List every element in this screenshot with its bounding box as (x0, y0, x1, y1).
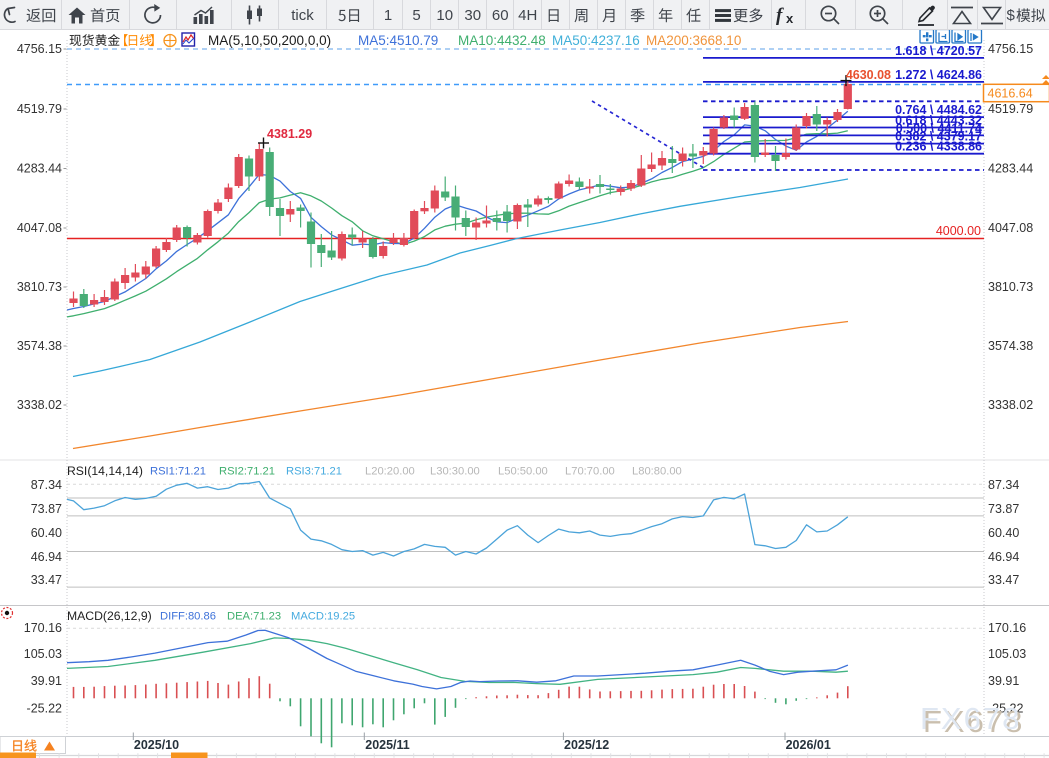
svg-text:FX678: FX678 (920, 701, 1021, 736)
svg-text:DIFF:80.86: DIFF:80.86 (160, 611, 216, 623)
svg-text:2025/11: 2025/11 (365, 738, 410, 752)
svg-text:4756.15: 4756.15 (17, 42, 62, 56)
svg-text:60.40: 60.40 (988, 526, 1019, 540)
svg-text:L30:30.00: L30:30.00 (430, 466, 480, 478)
svg-text:105.03: 105.03 (24, 647, 62, 661)
svg-text:4283.44: 4283.44 (17, 162, 62, 176)
svg-text:4381.29: 4381.29 (267, 127, 312, 141)
svg-text:0.764 \ 4484.62: 0.764 \ 4484.62 (895, 103, 982, 117)
svg-text:RSI2:71.21: RSI2:71.21 (219, 466, 275, 478)
svg-text:-25.22: -25.22 (988, 702, 1023, 716)
svg-text:170.16: 170.16 (24, 621, 62, 635)
svg-text:3338.02: 3338.02 (17, 398, 62, 412)
svg-text:RSI3:71.21: RSI3:71.21 (286, 466, 342, 478)
svg-text:33.47: 33.47 (31, 573, 62, 587)
svg-text:39.91: 39.91 (31, 674, 62, 688)
svg-text:f: f (776, 5, 784, 26)
svg-text:170.16: 170.16 (988, 621, 1026, 635)
svg-text:2025/12: 2025/12 (564, 738, 609, 752)
svg-text:L50:50.00: L50:50.00 (498, 466, 548, 478)
svg-text:33.47: 33.47 (988, 573, 1019, 587)
svg-text:RSI(14,14,14): RSI(14,14,14) (67, 464, 143, 478)
svg-text:3574.38: 3574.38 (17, 339, 62, 353)
svg-text:1.618 \ 4720.57: 1.618 \ 4720.57 (895, 44, 982, 58)
svg-text:87.34: 87.34 (988, 478, 1019, 492)
svg-text:2026/01: 2026/01 (786, 738, 831, 752)
svg-text:39.91: 39.91 (988, 674, 1019, 688)
svg-text:105.03: 105.03 (988, 647, 1026, 661)
svg-text:L20:20.00: L20:20.00 (365, 466, 415, 478)
svg-text:73.87: 73.87 (31, 502, 62, 516)
svg-text:4756.15: 4756.15 (988, 42, 1033, 56)
svg-text:-25.22: -25.22 (27, 702, 62, 716)
svg-text:4616.64: 4616.64 (988, 87, 1033, 101)
svg-text:4047.08: 4047.08 (17, 221, 62, 235)
svg-text:MACD:19.25: MACD:19.25 (291, 611, 355, 623)
svg-text:3574.38: 3574.38 (988, 339, 1033, 353)
svg-text:73.87: 73.87 (988, 502, 1019, 516)
svg-text:0.382 \ 4379.17: 0.382 \ 4379.17 (895, 130, 982, 144)
svg-text:MA200:3668.10: MA200:3668.10 (646, 33, 741, 48)
svg-text:MACD(26,12,9): MACD(26,12,9) (67, 609, 152, 623)
svg-text:0.500 \ 4411.74: 0.500 \ 4411.74 (896, 121, 982, 135)
svg-text:4519.79: 4519.79 (988, 102, 1033, 116)
svg-text:0.618 \ 4443.32: 0.618 \ 4443.32 (895, 114, 982, 128)
svg-text:3338.02: 3338.02 (988, 398, 1033, 412)
svg-text:1.272 \ 4624.86: 1.272 \ 4624.86 (895, 68, 982, 82)
svg-text:0.236 \ 4338.86: 0.236 \ 4338.86 (895, 140, 982, 154)
svg-text:MA10:4432.48: MA10:4432.48 (458, 33, 546, 48)
svg-text:3810.73: 3810.73 (988, 280, 1033, 294)
svg-text:4000.00: 4000.00 (936, 224, 981, 238)
svg-text:4283.44: 4283.44 (988, 162, 1033, 176)
svg-text:4630.08: 4630.08 (846, 68, 891, 82)
svg-text:4519.79: 4519.79 (17, 102, 62, 116)
svg-text:x: x (786, 11, 794, 26)
svg-text:2025/10: 2025/10 (134, 738, 179, 752)
svg-text:FX678: FX678 (923, 704, 1024, 739)
svg-text:3810.73: 3810.73 (17, 280, 62, 294)
svg-text:87.34: 87.34 (31, 478, 62, 492)
svg-text:4047.08: 4047.08 (988, 221, 1033, 235)
svg-text:46.94: 46.94 (988, 550, 1019, 564)
svg-text:46.94: 46.94 (31, 550, 62, 564)
svg-text:DEA:71.23: DEA:71.23 (227, 611, 281, 623)
svg-text:MA(5,10,50,200,0,0): MA(5,10,50,200,0,0) (208, 33, 331, 48)
svg-text:60.40: 60.40 (31, 526, 62, 540)
svg-text:L70:70.00: L70:70.00 (565, 466, 615, 478)
svg-text:MA5:4510.79: MA5:4510.79 (358, 33, 438, 48)
svg-text:L80:80.00: L80:80.00 (632, 466, 682, 478)
svg-text:RSI1:71.21: RSI1:71.21 (150, 466, 206, 478)
svg-text:MA50:4237.16: MA50:4237.16 (552, 33, 640, 48)
